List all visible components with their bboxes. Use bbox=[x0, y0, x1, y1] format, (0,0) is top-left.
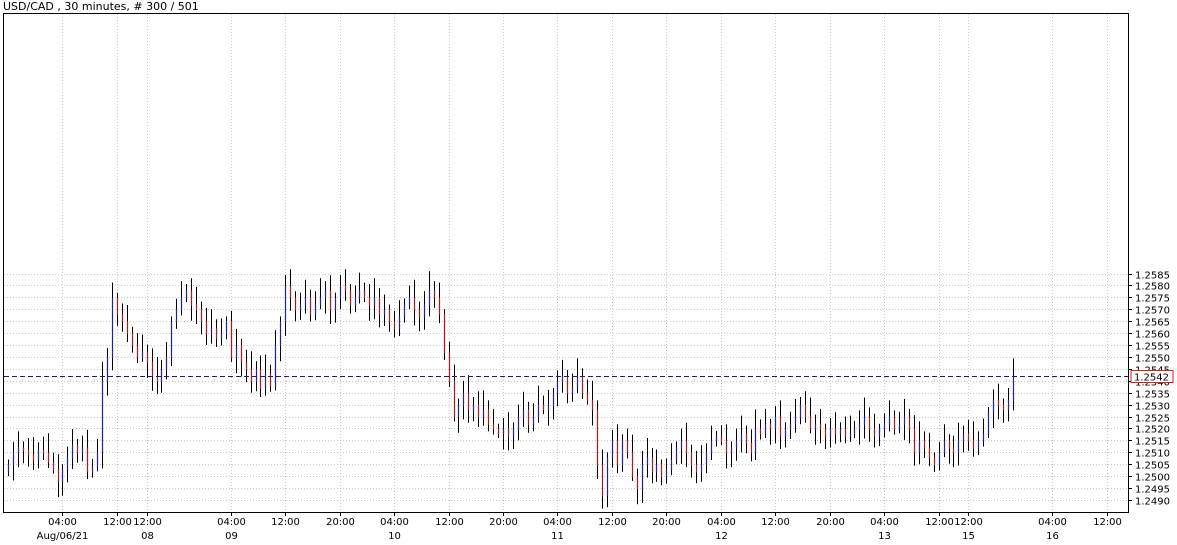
y-tick-label: 1.2575 bbox=[1135, 294, 1170, 305]
x-tick-label: 12:00 bbox=[925, 517, 954, 528]
y-tick-label: 1.2525 bbox=[1135, 414, 1170, 425]
y-tick-label: 1.2515 bbox=[1135, 437, 1170, 448]
x-date-label: 09 bbox=[225, 531, 238, 542]
current-price-label: 1.2542 bbox=[1134, 373, 1169, 384]
chart-title: USD/CAD , 30 minutes, # 300 / 501 bbox=[3, 0, 199, 13]
x-tick-label: 04:00 bbox=[543, 517, 572, 528]
x-date-label: 08 bbox=[141, 531, 154, 542]
y-tick-label: 1.2565 bbox=[1135, 318, 1170, 329]
current-price-box bbox=[1130, 370, 1174, 383]
x-tick-label: 12:00 bbox=[761, 517, 790, 528]
x-tick-label: 20:00 bbox=[489, 517, 518, 528]
x-date-label: 10 bbox=[388, 531, 401, 542]
x-date-label: 12 bbox=[715, 531, 728, 542]
x-date-label: 16 bbox=[1046, 531, 1059, 542]
x-tick-label: 12:00 bbox=[133, 517, 162, 528]
y-tick-label: 1.2490 bbox=[1135, 497, 1170, 508]
x-tick-label: 04:00 bbox=[707, 517, 736, 528]
y-tick-label: 1.2500 bbox=[1135, 473, 1170, 484]
x-tick-label: 20:00 bbox=[652, 517, 681, 528]
y-tick-label: 1.2495 bbox=[1135, 485, 1170, 496]
y-tick-label: 1.2550 bbox=[1135, 354, 1170, 365]
plot-area-frame bbox=[3, 13, 1129, 513]
x-tick-label: 20:00 bbox=[816, 517, 845, 528]
x-tick-label: 12:00 bbox=[435, 517, 464, 528]
x-tick-label: 04:00 bbox=[1038, 517, 1067, 528]
current-price-layer: 1.2542 bbox=[4, 370, 1174, 384]
x-date-label: Aug/06/21 bbox=[37, 531, 89, 542]
y-tick-label: 1.2585 bbox=[1135, 271, 1170, 282]
x-tick-label: 12:00 bbox=[103, 517, 132, 528]
x-tick-label: 12:00 bbox=[598, 517, 627, 528]
grid-layer bbox=[4, 14, 1128, 512]
x-tick-label: 04:00 bbox=[217, 517, 246, 528]
y-tick-label: 1.2535 bbox=[1135, 390, 1170, 401]
y-tick-label: 1.2555 bbox=[1135, 342, 1170, 353]
x-tick-label: 12:00 bbox=[271, 517, 300, 528]
y-tick-label: 1.2560 bbox=[1135, 330, 1170, 341]
x-date-label: 11 bbox=[551, 531, 564, 542]
x-tick-label: 04:00 bbox=[380, 517, 409, 528]
x-tick-label: 12:00 bbox=[954, 517, 983, 528]
x-date-label: 13 bbox=[878, 531, 891, 542]
x-tick-label: 04:00 bbox=[870, 517, 899, 528]
x-tick-label: 20:00 bbox=[326, 517, 355, 528]
x-tick-label: 04:00 bbox=[48, 517, 77, 528]
x-date-label: 15 bbox=[962, 531, 975, 542]
bars-layer bbox=[7, 269, 1015, 509]
x-tick-label: 12:00 bbox=[1093, 517, 1122, 528]
y-tick-label: 1.2530 bbox=[1135, 402, 1170, 413]
y-tick-label: 1.2520 bbox=[1135, 425, 1170, 436]
y-tick-label: 1.2580 bbox=[1135, 282, 1170, 293]
y-tick-label: 1.2505 bbox=[1135, 461, 1170, 472]
y-tick-label: 1.2570 bbox=[1135, 306, 1170, 317]
y-tick-label: 1.2510 bbox=[1135, 449, 1170, 460]
